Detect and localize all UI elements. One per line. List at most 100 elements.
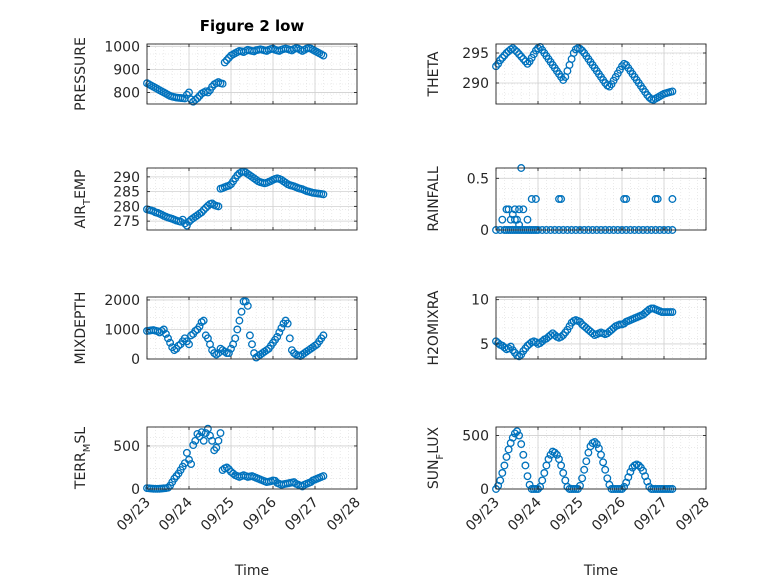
data-point (515, 205, 524, 214)
y-label-subscript: M (82, 444, 93, 453)
y-tick-label: 285 (113, 185, 140, 201)
data-point (216, 429, 225, 437)
data-point (285, 334, 294, 343)
data-point (197, 428, 206, 437)
data-point (523, 472, 532, 481)
data-point (592, 440, 601, 449)
data-point (601, 465, 610, 474)
data-point (235, 316, 244, 325)
subplot-sun-flux: 0 500 SUNFLUX 09/23 09/24 09/25 09/26 09/27 09/2… (426, 426, 713, 579)
y-tick-label: 290 (113, 170, 140, 186)
data-point (290, 349, 298, 358)
data-point (273, 332, 282, 341)
data-point (634, 461, 643, 470)
data-point (552, 450, 561, 459)
axes-box (495, 426, 707, 490)
data-point (510, 46, 519, 54)
data-point (502, 452, 511, 461)
data-point (510, 429, 519, 438)
data-point (212, 443, 221, 452)
y-tick-label: 1000 (104, 39, 140, 55)
data-point (496, 56, 505, 65)
y-tick-label: 295 (462, 46, 489, 62)
y-tick-label: 800 (113, 85, 140, 101)
data-point (197, 318, 206, 327)
x-tick-label: 09/28 (324, 495, 364, 535)
data-point (281, 178, 290, 187)
data-point (164, 334, 172, 343)
data-point (504, 205, 513, 214)
y-label-main: THETA (426, 51, 442, 97)
data-point (248, 340, 256, 349)
data-point (195, 322, 204, 331)
subplot-pressure: 800 900 1000 PRESSURE (73, 37, 358, 111)
data-point (176, 217, 185, 226)
x-tick-label: 09/27 (282, 495, 322, 535)
data-point (599, 458, 608, 467)
axes-box (495, 296, 707, 360)
subplot-terr-msl: 0 500 TERRMSL 09/23 09/24 09/25 09/26 09/27 09/2… (73, 424, 364, 579)
data-point (496, 476, 505, 485)
x-tick-label: 09/28 (673, 495, 713, 535)
data-point (550, 448, 559, 457)
axes-box (146, 296, 358, 360)
y-tick-label: 0.5 (467, 171, 489, 187)
data-point (243, 301, 252, 310)
y-tick-label: 275 (113, 214, 140, 230)
x-tick-label: 09/24 (156, 494, 196, 534)
subplot-rainfall: 0 0.5 RAINFALL (426, 164, 707, 239)
x-tick-label: 09/23 (463, 495, 503, 535)
y-tick-label: 0 (480, 482, 489, 498)
data-point (622, 195, 631, 203)
data-point (504, 344, 513, 353)
data-point (195, 432, 204, 441)
data-point (187, 460, 196, 468)
data-point (193, 94, 202, 103)
data-point (231, 334, 240, 343)
data-point (164, 483, 172, 492)
y-tick-label: 5 (480, 337, 489, 353)
y-label-main: AIR (73, 205, 89, 229)
x-axis-label: Time (583, 563, 618, 579)
y-tick-label: 10 (471, 293, 489, 309)
data-point (515, 50, 524, 59)
data-point (233, 325, 242, 334)
data-point (538, 476, 547, 485)
x-axis-label: Time (234, 563, 269, 579)
data-point (668, 308, 677, 317)
data-point (252, 175, 261, 184)
data-point (199, 316, 208, 325)
y-axis-label: RAINFALL (426, 166, 442, 231)
x-tick-label: 09/25 (547, 495, 587, 535)
data-point (170, 346, 179, 355)
y-tick-label: 2000 (104, 293, 140, 309)
data-point (319, 331, 328, 340)
y-axis-label: TERRMSL (73, 427, 93, 490)
y-axis-label: PRESSURE (73, 37, 89, 111)
subplot-mixdepth: 0 1000 2000 MIXDEPTH (73, 292, 358, 368)
data-point (531, 195, 540, 203)
y-label-tail: EMP (73, 170, 89, 199)
x-tick-label: 09/25 (198, 495, 238, 535)
data-point (590, 438, 599, 446)
y-axis-label: SUNFLUX (426, 426, 446, 489)
data-point (597, 450, 605, 459)
subplot-h2omixra: 5 10 H2OMIXRA (426, 290, 707, 366)
axes-box (146, 167, 358, 231)
y-axis-label: MIXDEPTH (73, 292, 89, 365)
data-point (203, 424, 212, 433)
y-tick-label: 290 (462, 76, 489, 92)
data-point (620, 482, 629, 491)
data-point (525, 480, 534, 489)
data-point (227, 344, 235, 353)
x-tick-label: 09/24 (505, 494, 545, 534)
data-point (199, 436, 208, 445)
axes-box (146, 426, 358, 490)
data-point (212, 350, 221, 359)
y-label-main: PRESSURE (73, 37, 89, 111)
data-point (513, 47, 521, 56)
x-tick-label: 09/27 (631, 495, 671, 535)
x-tick-label: 09/23 (114, 495, 154, 535)
data-point (557, 461, 566, 470)
